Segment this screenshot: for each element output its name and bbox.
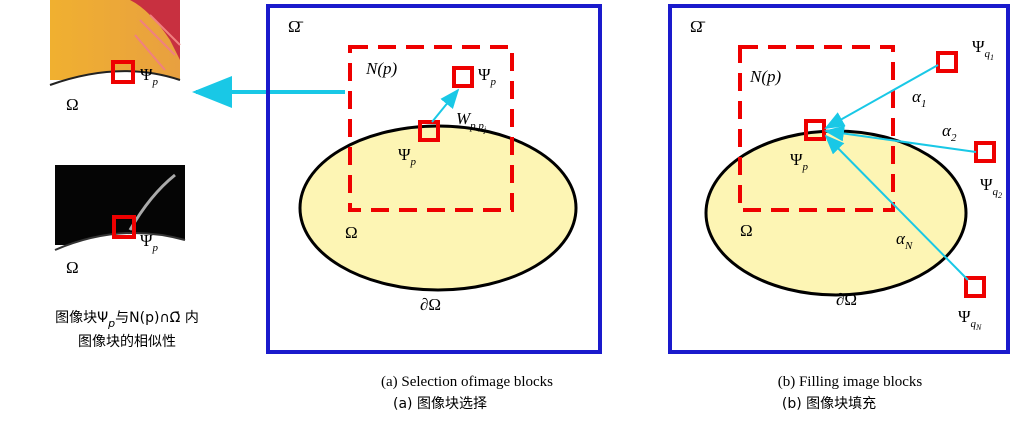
symbol-label: Ψq1 xyxy=(972,37,994,62)
region-label: Ω xyxy=(66,258,79,277)
boundary-label: ∂Ω xyxy=(420,295,441,314)
label-part: Ψ xyxy=(790,150,803,169)
label-part: p xyxy=(802,161,809,173)
symbol-label: ΨqN xyxy=(958,307,982,332)
label-part: Ψ xyxy=(398,145,411,164)
neighborhood-label: N(p) xyxy=(749,67,782,86)
caption: (a) 图像块选择 xyxy=(393,396,487,412)
label-part: p xyxy=(152,76,159,88)
label-part: Ψ xyxy=(958,307,971,326)
patch xyxy=(938,53,956,71)
label-part: Ψ xyxy=(140,65,153,84)
label-part: Ψ xyxy=(140,231,153,250)
caption: (b) Filling image blocks xyxy=(778,374,923,390)
region-label: Ω xyxy=(740,221,753,240)
patch xyxy=(976,143,994,161)
symbol-label: α1 xyxy=(912,87,926,110)
caption: (b) 图像块填充 xyxy=(782,396,876,412)
region-label: Ω xyxy=(66,95,79,114)
label-part: 2 xyxy=(951,132,957,144)
symbol-label: α2 xyxy=(942,121,957,144)
label-part: p xyxy=(410,156,417,168)
label-part: 2 xyxy=(998,191,1002,200)
arrow xyxy=(432,90,458,122)
closure-label: Ω̄ xyxy=(690,17,706,36)
label-part: 1 xyxy=(990,53,994,62)
thumb-top xyxy=(50,0,180,100)
patch xyxy=(454,68,472,86)
closure-label: Ω̄ xyxy=(288,17,304,36)
label-part: p xyxy=(490,76,497,88)
figure: Ω Ω 图像块Ψp与N(p)∩Ω̄ 内 图像块的相似性 Ω̄ N(p) Ω ∂Ω… xyxy=(0,0,1014,422)
label-part: N xyxy=(904,240,913,252)
caption-line: 图像块的相似性 xyxy=(78,334,176,350)
caption-line: 图像块Ψp与N(p)∩Ω̄ 内 xyxy=(55,310,199,330)
label-part: Ψ xyxy=(478,65,491,84)
label-part: N xyxy=(975,323,982,332)
arrow xyxy=(826,65,938,128)
label-part: Ψ xyxy=(972,37,985,56)
caption: (a) Selection ofimage blocks xyxy=(381,374,553,390)
label-part: 1 xyxy=(921,98,927,110)
symbol-label: Ψq2 xyxy=(980,175,1002,200)
symbol-label: Ψp xyxy=(478,65,497,88)
label-part: p,p xyxy=(469,120,484,132)
thumb-bottom xyxy=(55,165,185,250)
boundary-label: ∂Ω xyxy=(836,290,857,309)
patch xyxy=(966,278,984,296)
neighborhood-label: N(p) xyxy=(365,59,398,78)
label-part: p xyxy=(152,242,159,254)
region-label: Ω xyxy=(345,223,358,242)
region xyxy=(706,131,966,295)
label-part: Ψ xyxy=(980,175,993,194)
